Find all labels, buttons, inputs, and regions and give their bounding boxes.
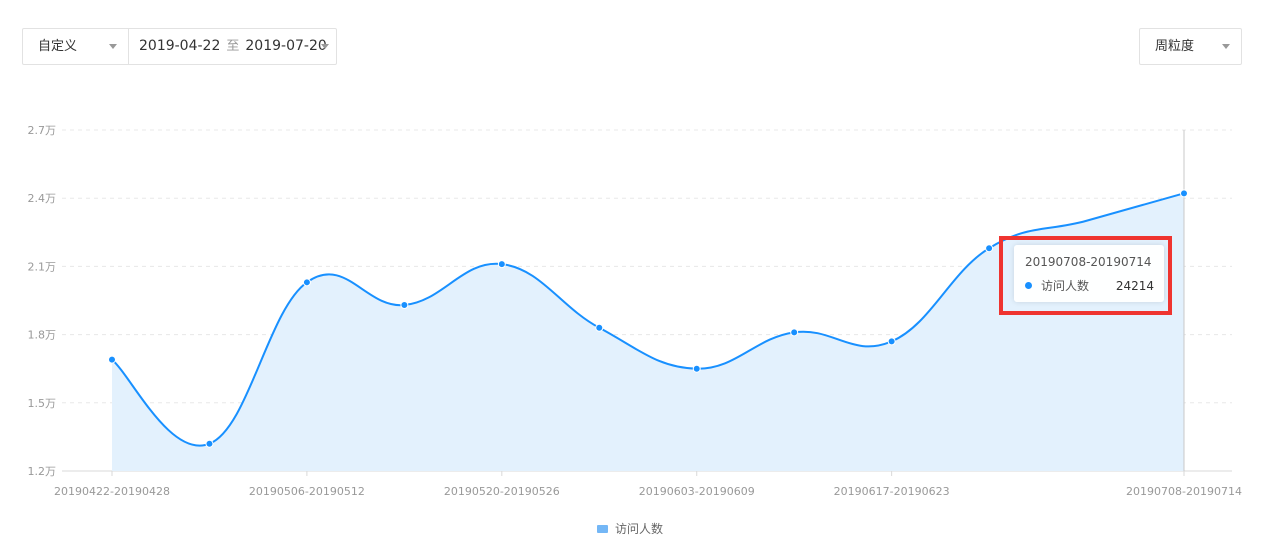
tooltip-row: 访问人数 24214 <box>1025 277 1154 294</box>
y-tick-label: 2.4万 <box>28 192 57 205</box>
y-tick-label: 1.2万 <box>28 465 57 478</box>
x-tick-label: 20190617-20190623 <box>834 485 950 498</box>
chevron-down-icon <box>109 44 117 49</box>
x-tick-label: 20190603-20190609 <box>639 485 755 498</box>
chart-legend[interactable]: 访问人数 <box>597 520 663 537</box>
tooltip-date: 20190708-20190714 <box>1025 255 1152 269</box>
granularity-label: 周粒度 <box>1155 39 1195 54</box>
x-tick-label: 20190506-20190512 <box>249 485 365 498</box>
chevron-down-icon <box>321 44 329 49</box>
data-point <box>985 244 994 253</box>
data-point <box>595 323 604 332</box>
data-point <box>302 278 311 287</box>
data-point <box>108 355 116 364</box>
data-point <box>497 260 506 269</box>
y-tick-label: 2.7万 <box>28 124 57 137</box>
range-preset-select[interactable]: 自定义 <box>23 29 129 64</box>
date-range-values[interactable]: 2019-04-22 至 2019-07-20 <box>139 29 327 64</box>
data-point <box>790 328 799 337</box>
y-tick-label: 2.1万 <box>28 260 57 273</box>
y-tick-label: 1.5万 <box>28 397 57 410</box>
data-point <box>887 337 896 346</box>
date-range-picker[interactable]: 自定义 2019-04-22 至 2019-07-20 <box>22 28 337 65</box>
range-separator: 至 <box>226 39 240 54</box>
y-tick-label: 1.8万 <box>28 329 57 342</box>
data-point <box>1180 189 1188 198</box>
range-preset-label: 自定义 <box>38 39 78 54</box>
end-date: 2019-07-20 <box>245 38 327 54</box>
legend-swatch <box>597 524 608 533</box>
highlight-box <box>999 236 1172 315</box>
data-point <box>400 301 409 310</box>
tooltip-series-name: 访问人数 <box>1041 279 1090 293</box>
data-point <box>692 364 701 373</box>
legend-label: 访问人数 <box>615 522 664 536</box>
chevron-down-icon <box>1222 44 1230 49</box>
x-tick-label: 20190520-20190526 <box>444 485 560 498</box>
x-tick-label: 20190422-20190428 <box>54 485 170 498</box>
series-dot-icon <box>1025 282 1032 289</box>
start-date: 2019-04-22 <box>139 38 221 54</box>
area-fill <box>112 193 1184 471</box>
tooltip-value: 24214 <box>1115 278 1154 293</box>
chart-tooltip: 20190708-20190714 访问人数 24214 <box>1014 245 1164 302</box>
data-point <box>205 439 214 448</box>
granularity-select[interactable]: 周粒度 <box>1139 28 1242 65</box>
x-tick-label: 20190708-20190714 <box>1126 485 1242 498</box>
